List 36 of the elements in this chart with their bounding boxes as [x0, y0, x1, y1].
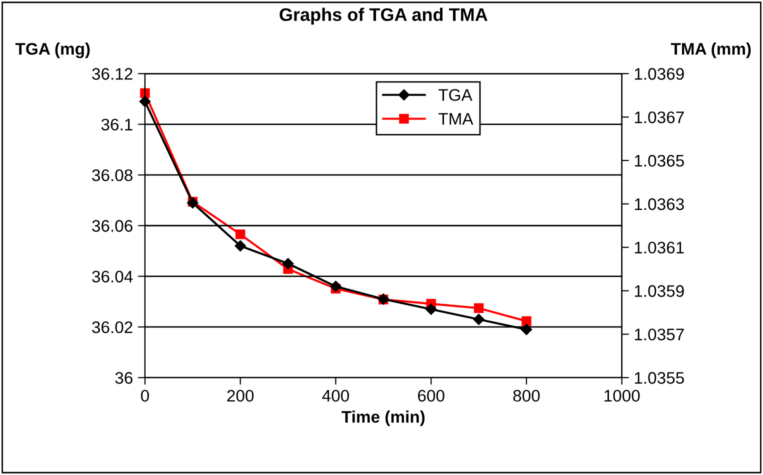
y-tick-label: 36.08 — [92, 169, 132, 182]
y-tick-label: 36.12 — [92, 68, 132, 80]
point — [282, 258, 294, 270]
y2-tick-label: 1.0357 — [634, 328, 684, 340]
x-tick-label: 600 — [418, 390, 444, 402]
point — [425, 304, 437, 315]
x-axis-title: Time (min) — [342, 410, 425, 426]
x-tick-label: 800 — [513, 390, 540, 402]
point — [473, 314, 484, 325]
legend-label: TGA — [438, 89, 472, 101]
chart-title: Graphs of TGA and TMA — [280, 8, 488, 25]
point — [234, 240, 246, 252]
y2-tick-label: 1.0367 — [634, 111, 684, 124]
y2-tick-label: 1.0359 — [634, 285, 684, 297]
y-tick-label: 36 — [115, 372, 132, 384]
x-tick-label: 0 — [140, 390, 149, 402]
y2-axis-title: TMA (mm) — [670, 42, 751, 58]
y-tick-label: 36.1 — [101, 118, 132, 130]
y-axis-title: TGA (mg) — [15, 42, 90, 58]
y-tick-label: 36.04 — [92, 270, 133, 282]
y2-tick-label: 1.0355 — [634, 372, 684, 384]
point — [330, 280, 342, 292]
y2-tick-label: 1.0369 — [634, 68, 684, 80]
y-tick-label: 36.06 — [92, 220, 132, 232]
point — [235, 229, 246, 240]
point — [474, 303, 484, 313]
y2-tick-label: 1.0361 — [634, 242, 684, 254]
x-tick-label: 400 — [322, 390, 349, 402]
y2-tick-label: 1.0365 — [634, 154, 684, 167]
x-tick-label: 200 — [227, 390, 254, 402]
x-tick-label: 1000 — [604, 390, 640, 402]
y2-tick-label: 1.0363 — [634, 198, 684, 210]
y-tick-label: 36.02 — [92, 321, 132, 334]
point — [520, 324, 532, 336]
legend-label: TMA — [438, 113, 474, 125]
point — [522, 316, 532, 326]
